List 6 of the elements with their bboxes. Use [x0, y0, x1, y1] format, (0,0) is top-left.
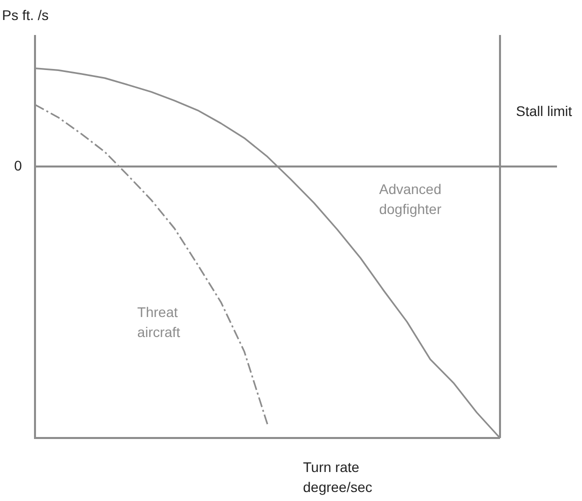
y-axis-title: Ps ft. /s [2, 6, 49, 23]
text: 0 [14, 157, 22, 174]
x-axis-title: Turn rate degree/sec [303, 458, 372, 495]
text: Threat aircraft [137, 304, 180, 340]
text: Advanced dogfighter [379, 181, 442, 218]
text: Stall limit [516, 102, 572, 119]
